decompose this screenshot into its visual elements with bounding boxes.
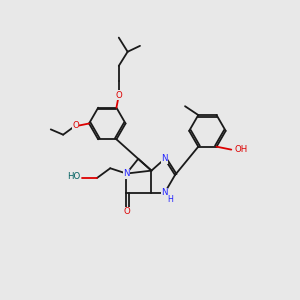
Text: H: H [167, 195, 173, 204]
Text: O: O [123, 207, 130, 216]
Text: HO: HO [67, 172, 80, 181]
Text: N: N [161, 154, 168, 163]
Text: O: O [116, 91, 122, 100]
Text: N: N [161, 188, 168, 197]
Text: OH: OH [234, 145, 247, 154]
Text: N: N [123, 169, 130, 178]
Text: O: O [72, 121, 79, 130]
